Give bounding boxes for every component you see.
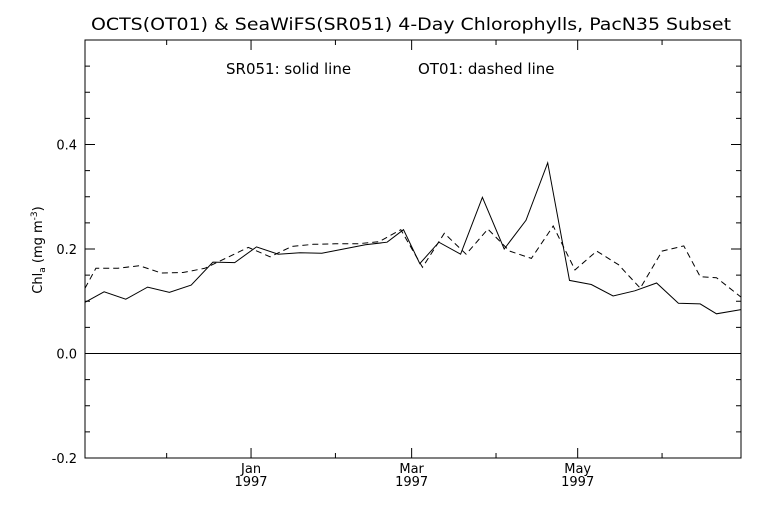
y-axis-label-sub: a: [38, 267, 48, 273]
y-axis: -0.2 0.0 0.2 0.4: [52, 65, 741, 467]
legend-solid-annotation: SR051: solid line: [226, 60, 351, 78]
y-tick-label: 0.4: [56, 139, 77, 154]
x-tick-label-year: 1997: [395, 475, 428, 490]
series-line-ot01: [84, 225, 742, 298]
x-tick-label-month: May: [564, 462, 591, 477]
y-axis-label-close: ): [31, 206, 46, 211]
y-axis-label-exp: -3: [30, 211, 40, 220]
y-tick-label: 0.2: [56, 243, 77, 258]
x-tick-label-year: 1997: [561, 475, 594, 490]
series-line-sr051: [84, 160, 742, 315]
y-tick-label: -0.2: [52, 452, 77, 467]
x-tick-label-year: 1997: [234, 475, 267, 490]
legend-dashed-annotation: OT01: dashed line: [418, 60, 555, 78]
y-tick-label: 0.0: [56, 348, 77, 363]
y-axis-label-main: Chl: [31, 273, 46, 294]
x-tick-label-month: Mar: [399, 462, 424, 477]
chart-title: OCTS(OT01) & SeaWiFS(SR051) 4-Day Chloro…: [91, 15, 731, 35]
y-axis-label: Chla (mg m-3): [30, 206, 48, 293]
x-tick-label-month: Jan: [240, 462, 261, 477]
y-axis-label-units: (mg m: [31, 220, 46, 267]
series-layer: [84, 160, 742, 315]
